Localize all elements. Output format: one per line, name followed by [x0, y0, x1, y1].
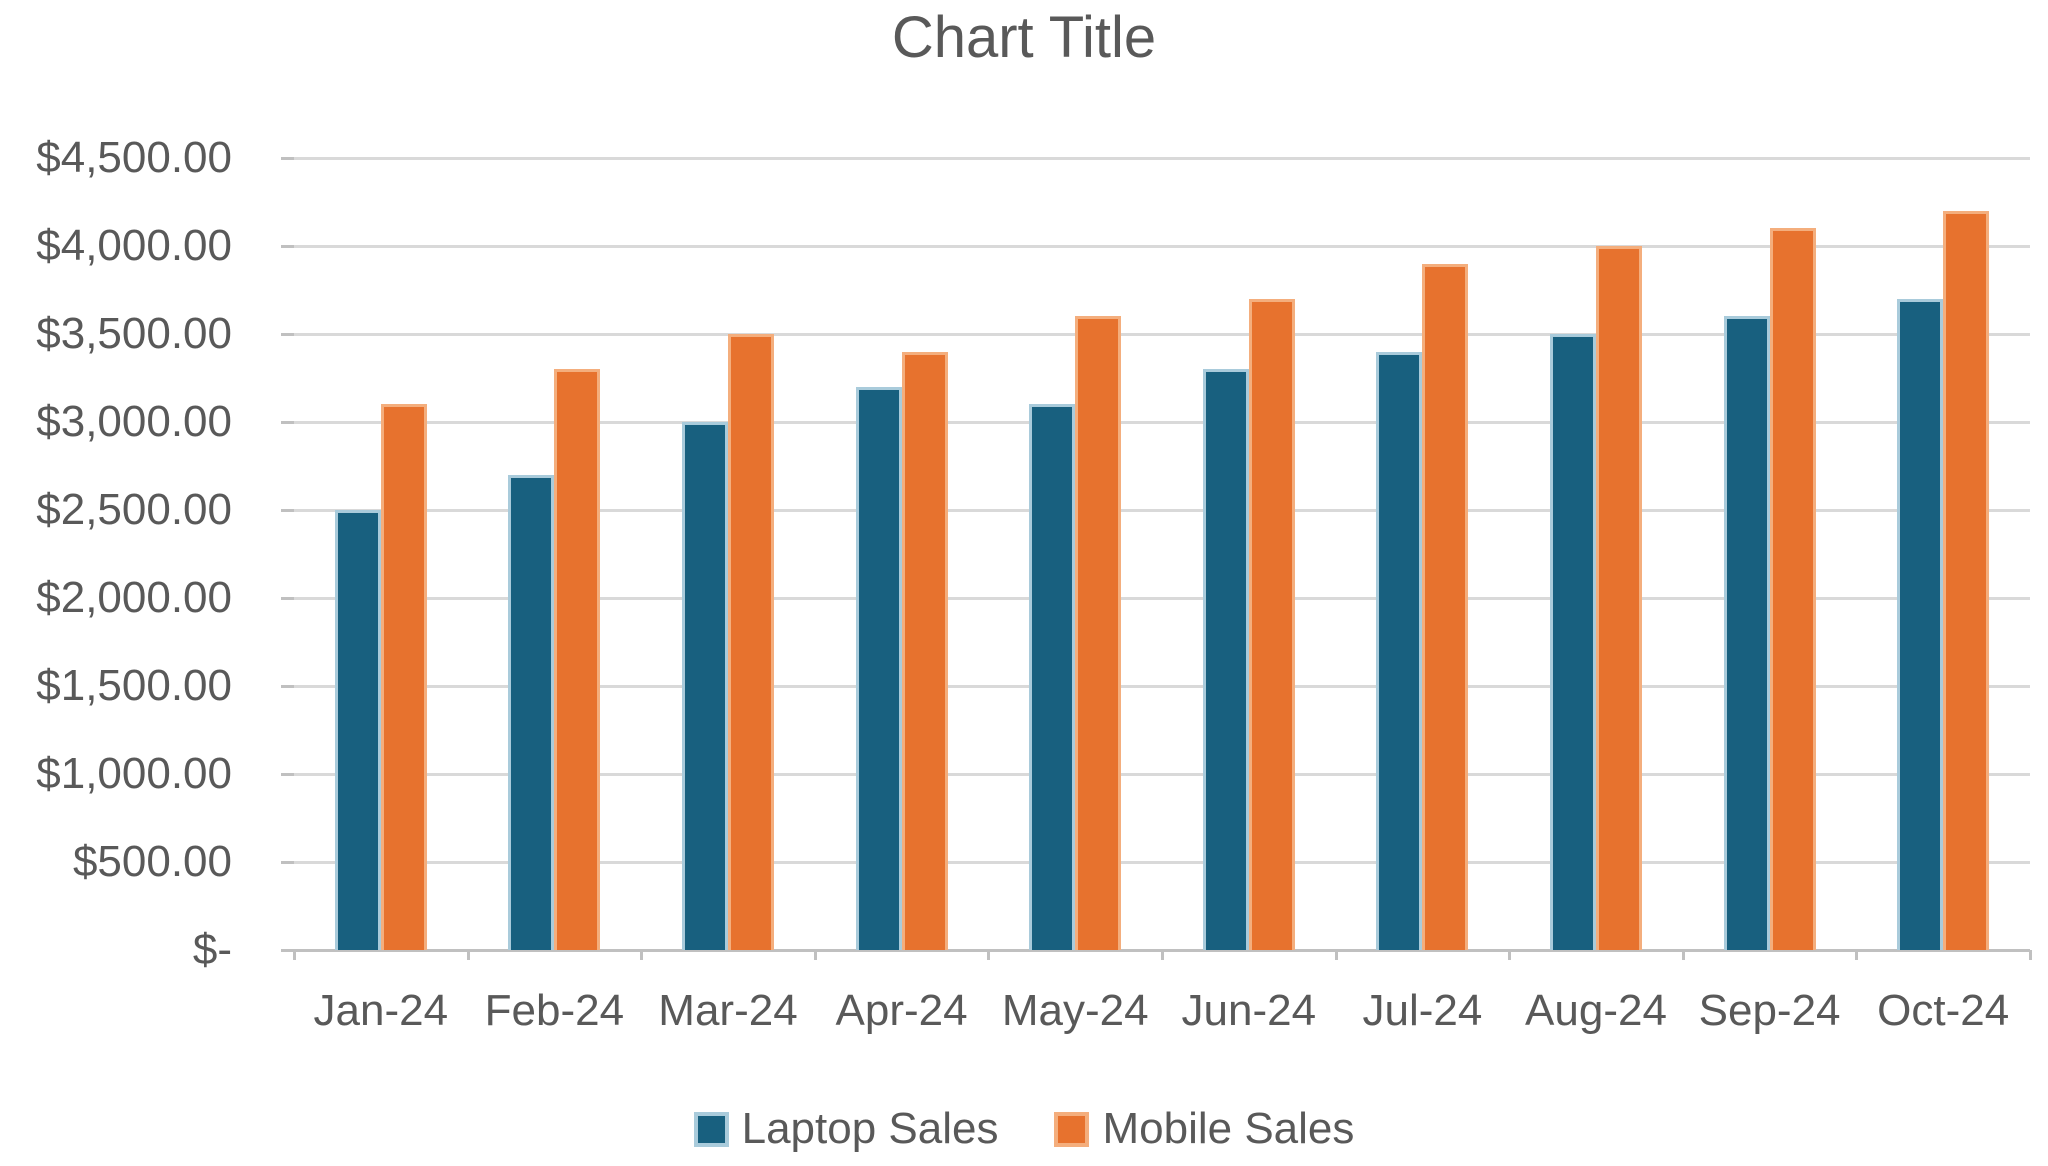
value-axis-tick	[281, 861, 294, 864]
category-axis-tick	[640, 950, 644, 960]
x-axis-tick-label: Jun-24	[1181, 986, 1317, 1035]
category-axis-tick	[1334, 950, 1338, 960]
gridline	[294, 685, 2030, 688]
value-axis-tick	[281, 157, 294, 160]
bar-laptop-sales	[1202, 369, 1249, 950]
bar-mobile-sales	[1422, 263, 1469, 950]
y-axis-tick-label: $-	[192, 925, 232, 974]
x-axis-tick-label: May-24	[1001, 986, 1149, 1035]
category-axis-tick	[813, 950, 817, 960]
value-axis-tick	[281, 509, 294, 512]
bar-laptop-sales	[1897, 298, 1944, 950]
x-axis-tick-label: Jul-24	[1362, 986, 1483, 1035]
category-axis-tick	[2029, 950, 2032, 960]
value-axis-tick	[281, 333, 294, 336]
category-axis-tick	[1855, 950, 1859, 960]
x-axis-tick-label: Aug-24	[1525, 986, 1667, 1035]
y-axis-tick-label: $500.00	[72, 837, 232, 886]
value-axis-tick	[281, 245, 294, 248]
y-axis-tick-label: $2,000.00	[36, 573, 232, 622]
x-axis-tick-label: Jan-24	[313, 986, 449, 1035]
gridline	[294, 333, 2030, 336]
y-axis-tick-label: $3,500.00	[36, 309, 232, 358]
gridline	[294, 245, 2030, 248]
bar-mobile-sales	[1769, 228, 1816, 950]
bar-mobile-sales	[554, 369, 601, 950]
bar-mobile-sales	[728, 334, 774, 950]
y-axis-tick-label: $4,500.00	[36, 133, 232, 182]
legend-label: Mobile Sales	[1102, 1104, 1355, 1153]
bar-laptop-sales	[1029, 404, 1076, 950]
category-axis-tick	[987, 950, 991, 960]
y-axis-tick-label: $1,500.00	[36, 661, 232, 710]
bar-mobile-sales	[1943, 210, 1990, 950]
gridline	[294, 157, 2030, 160]
y-axis-tick-label: $4,000.00	[36, 221, 232, 270]
x-axis-tick-label: Sep-24	[1698, 986, 1841, 1035]
legend-item: Mobile Sales	[1054, 1104, 1354, 1154]
gridline	[294, 421, 2030, 424]
category-axis-tick	[1161, 950, 1164, 960]
bar-laptop-sales	[1723, 316, 1770, 950]
bar-mobile-sales	[1596, 246, 1642, 950]
legend-label: Laptop Sales	[741, 1104, 999, 1153]
category-axis-tick	[293, 950, 296, 960]
y-axis-tick-label: $1,000.00	[36, 749, 232, 798]
chart-title: Chart Title	[891, 5, 1157, 70]
value-axis-tick	[281, 773, 294, 776]
gridline	[294, 509, 2030, 512]
bar-laptop-sales	[1550, 334, 1596, 950]
legend-item: Laptop Sales	[693, 1104, 999, 1154]
bar-mobile-sales	[901, 351, 948, 950]
y-axis-tick-label: $3,000.00	[36, 397, 232, 446]
category-axis-tick	[1508, 950, 1512, 960]
gridline	[294, 861, 2030, 864]
gridline	[294, 597, 2030, 600]
bar-laptop-sales	[682, 422, 728, 950]
bar-mobile-sales	[1248, 298, 1295, 950]
bar-mobile-sales	[380, 404, 427, 950]
value-axis-tick	[281, 597, 294, 600]
bar-laptop-sales	[855, 386, 902, 950]
bar-laptop-sales	[334, 510, 381, 950]
x-axis-tick-label: Mar-24	[658, 986, 798, 1035]
bar-mobile-sales	[1075, 316, 1122, 950]
value-axis-tick	[281, 949, 294, 952]
category-axis-tick	[466, 950, 470, 960]
gridline	[294, 773, 2030, 776]
value-axis-tick	[281, 421, 294, 424]
value-axis-tick	[281, 685, 294, 688]
legend: Laptop Sales Mobile Sales	[0, 1104, 2048, 1154]
category-axis-tick	[1681, 950, 1685, 960]
bar-laptop-sales	[508, 474, 555, 950]
x-axis-tick-label: Feb-24	[484, 986, 625, 1035]
y-axis-tick-label: $2,500.00	[36, 485, 232, 534]
x-axis-tick-label: Oct-24	[1877, 986, 2010, 1035]
bar-laptop-sales	[1376, 351, 1423, 950]
legend-swatch	[693, 1111, 729, 1147]
legend-swatch	[1054, 1111, 1090, 1147]
x-axis-tick-label: Apr-24	[835, 986, 968, 1035]
